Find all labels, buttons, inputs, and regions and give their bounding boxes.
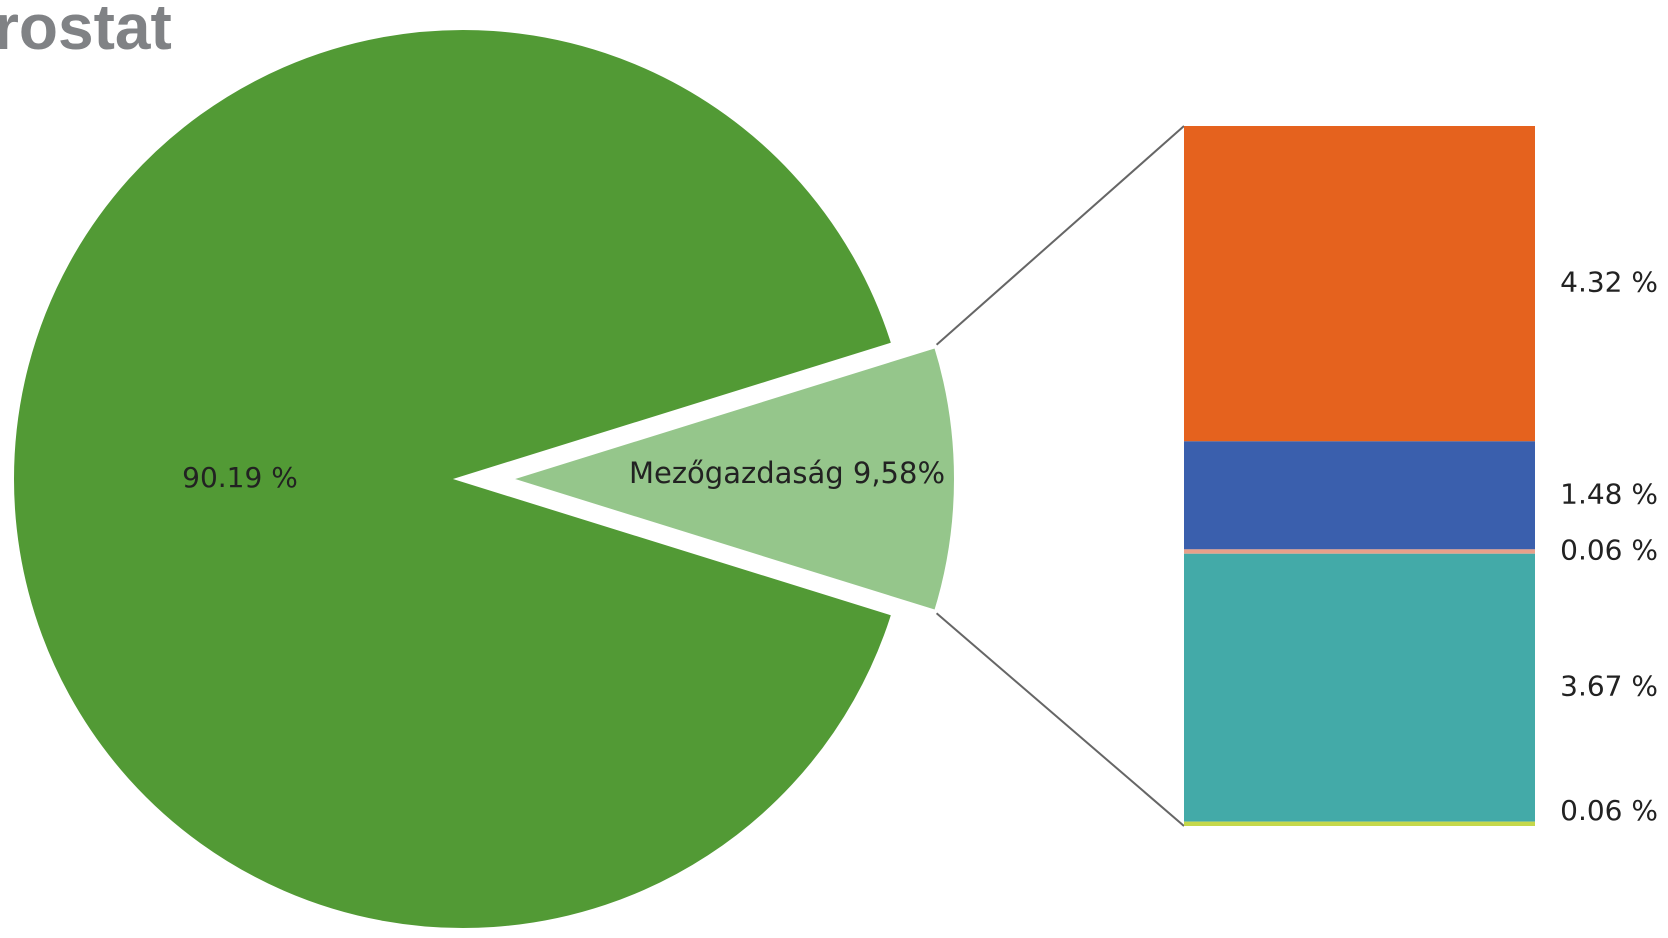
data-label: 1.48 % — [1560, 477, 1658, 510]
bar-segment — [1184, 126, 1535, 442]
bar-segment — [1184, 549, 1535, 554]
pie-slice — [494, 340, 960, 618]
bar-segment — [1184, 553, 1535, 822]
data-label: 4.32 % — [1560, 266, 1658, 299]
logo: rostat — [0, 0, 172, 63]
data-label: Mezőgazdaság 9,58% — [629, 456, 945, 490]
data-label: 0.06 % — [1560, 534, 1658, 567]
connector — [935, 612, 1185, 827]
bar-segment — [1184, 441, 1535, 550]
connector — [935, 125, 1185, 346]
data-label: 0.06 % — [1560, 794, 1658, 827]
data-label: 3.67 % — [1560, 670, 1658, 703]
data-label: 90.19 % — [182, 461, 298, 494]
pie-slice — [8, 24, 899, 934]
bar-segment — [1184, 821, 1535, 826]
